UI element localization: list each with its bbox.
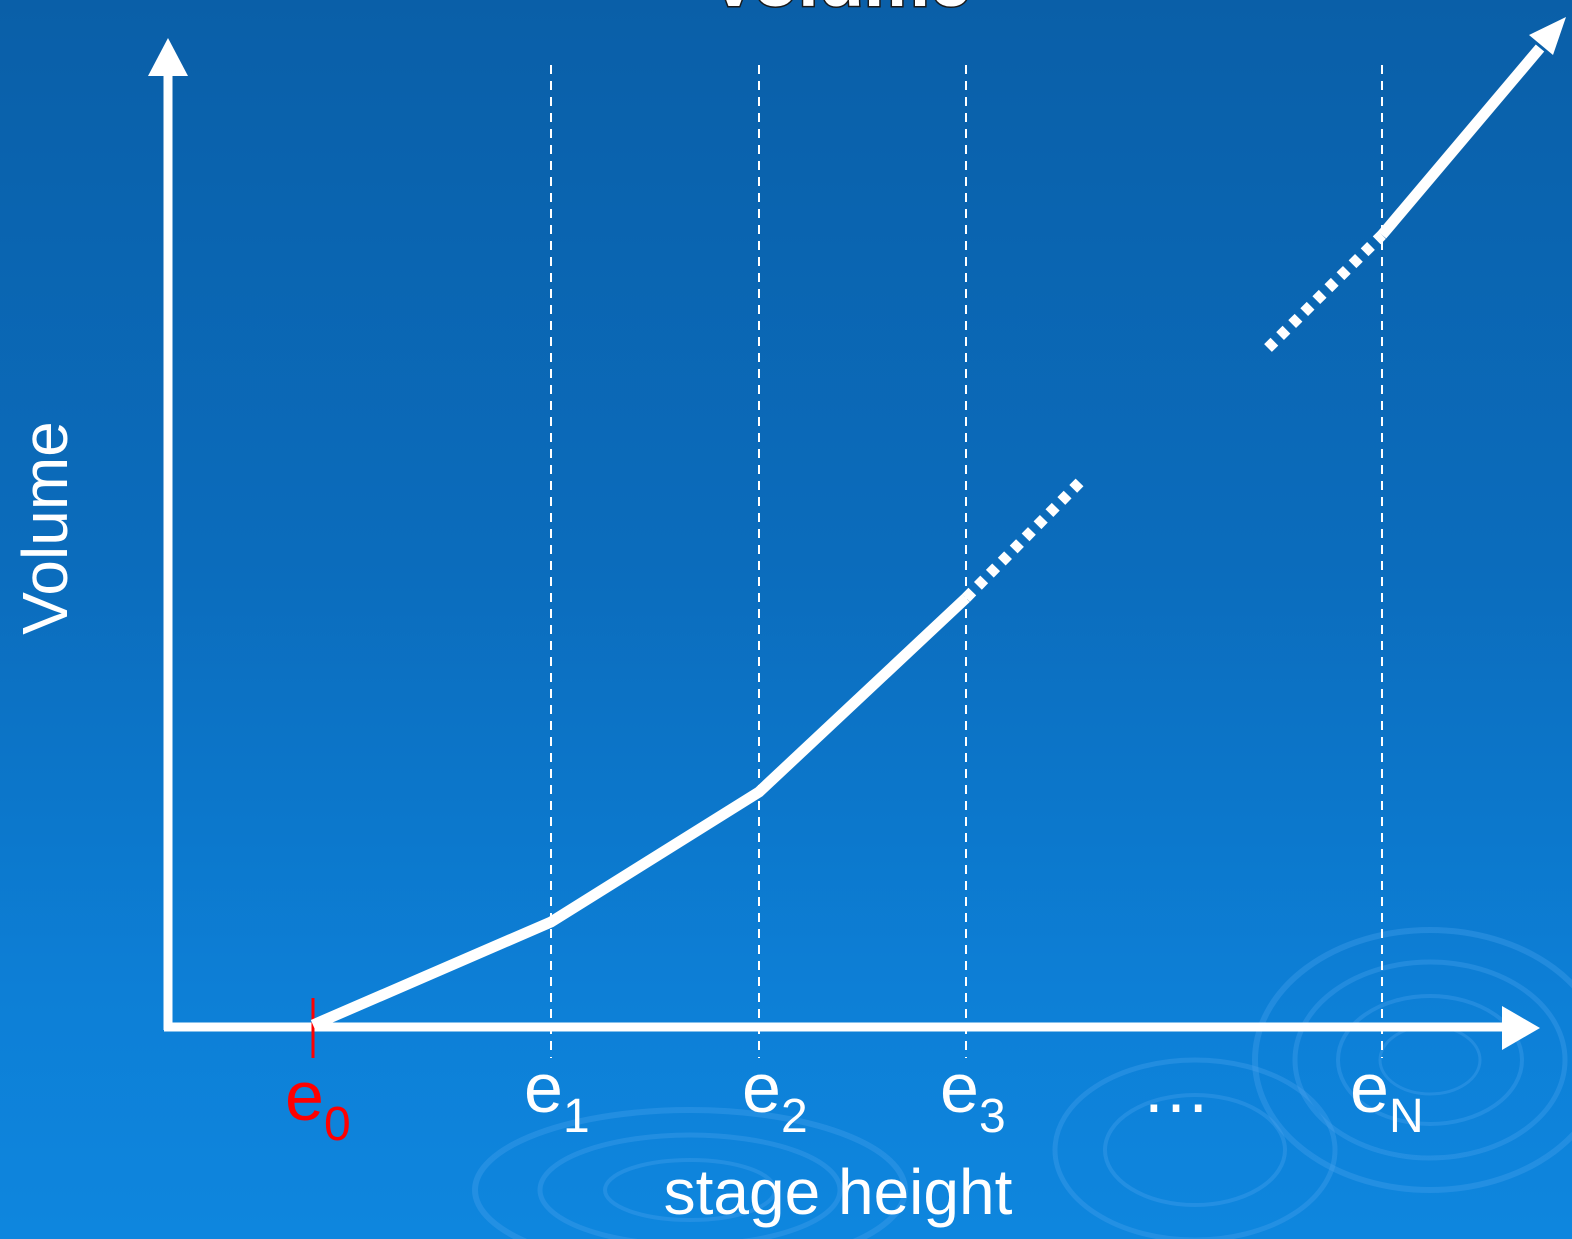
tick-label-base: e [1350,1049,1389,1127]
curve-segment-final [1377,44,1545,239]
curve-dotted-resume [1264,231,1386,352]
tick-label-subscript: 1 [563,1090,590,1143]
ripple-ring [1252,927,1572,1193]
ripple-ring [1378,1024,1482,1096]
ripple-ring [1103,1093,1287,1207]
ripple-ring [1052,1057,1338,1239]
tick-label-ellipsis: … [1141,1049,1211,1127]
curve-arrowhead [1529,17,1566,55]
tick-label-subscript: 3 [979,1090,1006,1143]
curve-segment-solid [310,593,970,1031]
ripple-ring [1336,994,1524,1126]
water-ripple-decoration [472,927,1572,1239]
axes [148,38,1540,1050]
tick-label-base: e [940,1049,979,1127]
tick-label-subscript: 2 [781,1090,808,1143]
tick-labels: e0 e1 e2 e3 … eN [285,1049,1424,1151]
x-axis-label: stage height [664,1156,1013,1228]
ripple-ring [537,1132,843,1239]
tick-label-e0: e0 [285,1057,351,1151]
tick-label-base: e [285,1057,324,1135]
ripple-ring [603,1158,777,1222]
tick-label-base: e [524,1049,563,1127]
ripple-ring [472,1107,908,1239]
tick-label-subscript: 0 [324,1098,351,1151]
tick-label-e2: e2 [742,1049,808,1143]
slide-title: Volume [709,0,971,22]
tick-label-e1: e1 [524,1049,590,1143]
x-axis-arrowhead [1502,1006,1540,1050]
tick-label-subscript: N [1389,1090,1424,1143]
tick-label-eN: eN [1350,1049,1424,1143]
y-axis-arrowhead [148,38,188,76]
tick-label-e3: e3 [940,1049,1006,1143]
ripple-ring [1292,959,1568,1161]
y-axis-label: Volume [9,421,81,634]
guide-lines [550,65,1383,1058]
volume-curve [310,44,1545,1031]
tick-label-base: e [742,1049,781,1127]
curve-dotted-continuation [962,478,1084,602]
